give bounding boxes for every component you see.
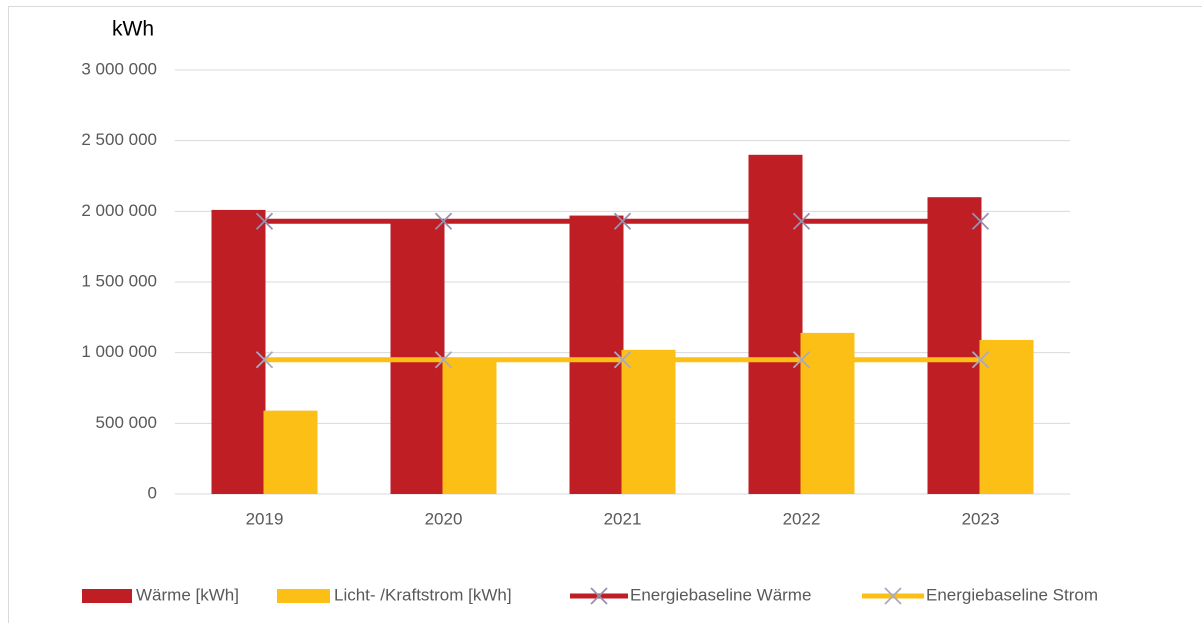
y-tick-label: 3 000 000 [81, 59, 157, 78]
marker [792, 212, 811, 230]
y-tick-label: 500 000 [96, 413, 157, 432]
x-tick-label: 2022 [783, 509, 821, 528]
legend-marker [884, 587, 902, 605]
y-tick-label: 1 500 000 [81, 271, 157, 290]
legend-swatch [82, 589, 132, 603]
y-tick-label: 0 [148, 483, 157, 502]
chart-frame [8, 6, 1202, 623]
legend-label: Licht- /Kraftstrom [kWh] [334, 585, 512, 604]
marker [255, 212, 274, 230]
bar [442, 359, 497, 494]
legend-label: Energiebaseline Strom [926, 585, 1098, 604]
y-tick-label: 2 000 000 [81, 201, 157, 220]
marker [613, 212, 632, 230]
y-tick-label: 1 000 000 [81, 342, 157, 361]
y-tick-label: 2 500 000 [81, 130, 157, 149]
bar [927, 197, 982, 494]
marker [434, 351, 453, 369]
marker [971, 212, 990, 230]
bar [569, 215, 624, 494]
marker [971, 351, 990, 369]
x-tick-label: 2021 [604, 509, 642, 528]
marker [792, 351, 811, 369]
bar [263, 410, 318, 494]
bar [800, 332, 855, 494]
bar [748, 154, 803, 495]
bar [390, 219, 445, 494]
marker [613, 351, 632, 369]
marker [255, 351, 274, 369]
x-tick-label: 2023 [962, 509, 1000, 528]
legend-swatch [277, 589, 330, 603]
legend-marker [590, 587, 608, 605]
x-tick-label: 2020 [425, 509, 463, 528]
legend-label: Wärme [kWh] [136, 585, 239, 604]
marker [434, 212, 453, 230]
bar [979, 339, 1034, 494]
bar [621, 349, 676, 494]
x-tick-label: 2019 [246, 509, 284, 528]
y-axis-label: kWh [112, 18, 154, 41]
legend-label: Energiebaseline Wärme [630, 585, 811, 604]
